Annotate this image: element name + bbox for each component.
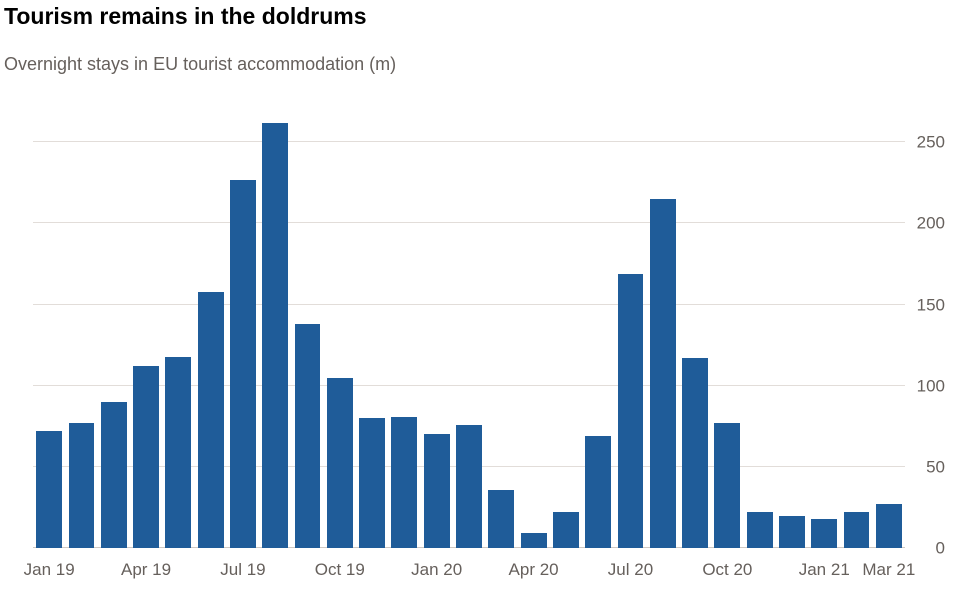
x-tick-label-jul-19: Jul 19 <box>220 560 266 579</box>
bar-dec-20 <box>779 515 805 548</box>
x-tick-label-jul-20: Jul 20 <box>607 560 654 579</box>
plot-area <box>33 118 905 548</box>
bar-jan-19 <box>36 431 63 548</box>
bar-nov-20 <box>746 512 773 548</box>
gridline-200 <box>33 222 905 224</box>
bar-jan-21 <box>811 518 838 548</box>
y-tick-label-100: 100 <box>916 376 945 396</box>
y-tick-label-150: 150 <box>916 295 945 315</box>
bar-oct-19 <box>326 377 353 548</box>
bar-sep-19 <box>294 324 321 548</box>
bar-mar-21 <box>875 504 902 548</box>
bar-dec-19 <box>391 416 418 548</box>
bar-may-19 <box>165 356 192 548</box>
gridline-250 <box>33 141 905 143</box>
bar-jul-20 <box>617 273 644 548</box>
bar-sep-20 <box>682 358 708 548</box>
bar-apr-19 <box>133 366 159 548</box>
x-tick-label-oct-20: Oct 20 <box>702 560 753 579</box>
bar-apr-20 <box>520 533 547 548</box>
bar-may-20 <box>552 512 579 548</box>
x-axis: Jan 19 Apr 19 Jul 19 Oct 19 Jan 20 Apr 20 Jul … <box>24 560 916 584</box>
x-tick-label-mar-21: Mar 21 <box>862 560 916 579</box>
bar-oct-20 <box>714 423 741 548</box>
bar-jun-20 <box>585 436 612 548</box>
bar-aug-19 <box>262 122 289 548</box>
y-axis: 0 50 100 150 200 250 <box>907 118 945 557</box>
bar-jul-19 <box>230 179 256 548</box>
y-tick-label-50: 50 <box>926 457 945 477</box>
bar-feb-19 <box>68 423 95 548</box>
gridline-150 <box>33 303 905 305</box>
x-tick-label-jan-19: Jan 19 <box>23 560 75 579</box>
y-tick-label-250: 250 <box>916 132 945 152</box>
x-tick-label-oct-19: Oct 19 <box>314 560 365 579</box>
x-tick-label-jan-20: Jan 20 <box>411 560 463 579</box>
chart-title: Tourism remains in the doldrums <box>4 3 367 29</box>
bar-jan-20 <box>423 434 450 548</box>
x-tick-label-apr-19: Apr 19 <box>120 560 172 579</box>
y-tick-label-0: 0 <box>935 538 945 558</box>
bar-feb-21 <box>843 512 870 548</box>
gridline-100 <box>33 384 905 386</box>
bar-aug-20 <box>649 199 676 548</box>
bar-nov-19 <box>359 418 386 548</box>
bar-mar-20 <box>488 489 515 548</box>
y-tick-label-200: 200 <box>916 213 945 233</box>
x-tick-label-jan-21: Jan 21 <box>798 560 850 579</box>
x-tick-label-apr-20: Apr 20 <box>508 560 559 579</box>
chart-subtitle: Overnight stays in EU tourist accommodat… <box>4 54 397 74</box>
bar-feb-20 <box>456 424 482 548</box>
bar-mar-19 <box>100 401 127 548</box>
bar-jun-19 <box>197 291 224 548</box>
